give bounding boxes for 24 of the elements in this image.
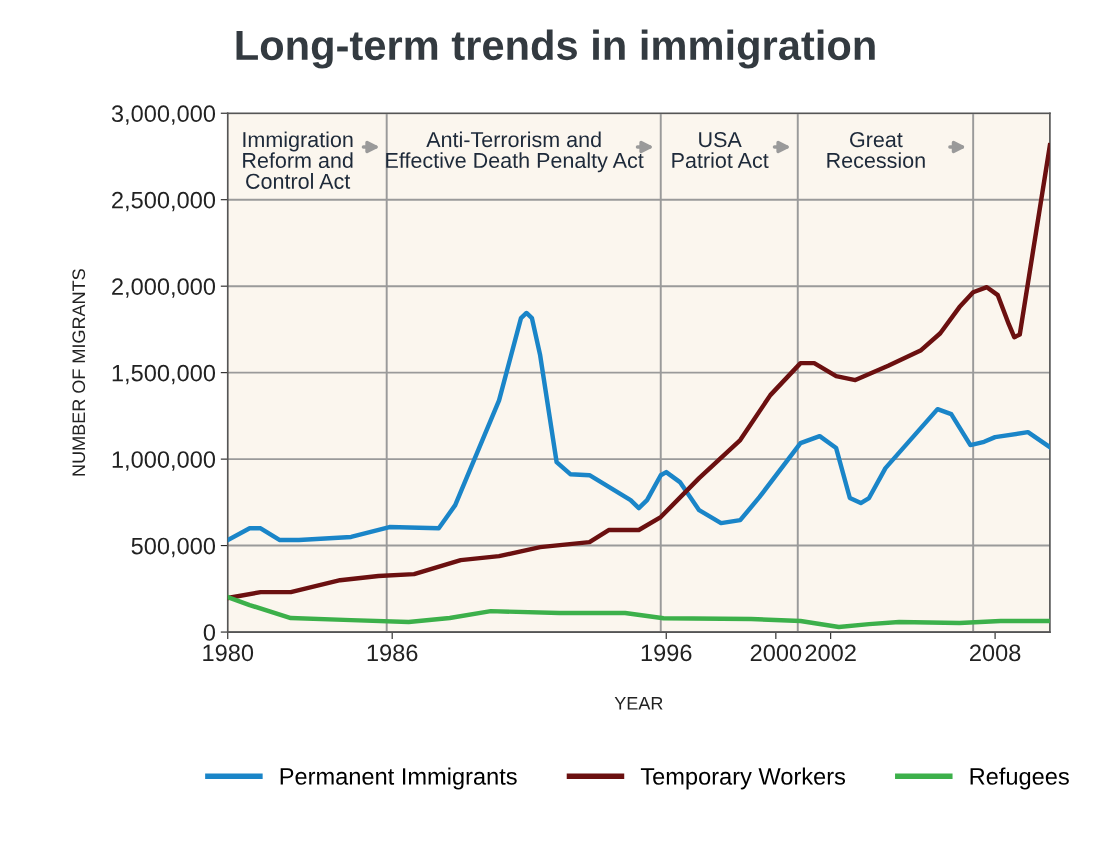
annotation: Immigration Reform and Control Act (243, 131, 353, 189)
x-tick-label: 2002 (805, 644, 856, 662)
legend-label: Temporary Workers (640, 767, 846, 790)
annotation: Anti-Terrorism and Effective Death Penalty Act (386, 131, 644, 173)
x-tick-label: 2008 (970, 644, 1021, 662)
y-axis-title: NUMBER OF MIGRANTS (72, 269, 86, 476)
line-series (227, 310, 1050, 543)
legend-label: Refugees (970, 767, 1069, 790)
y-tick-label: 2,000,000 (112, 278, 216, 298)
x-tick-label: 1996 (641, 644, 692, 662)
y-tick-label: 1,000,000 (112, 451, 216, 471)
y-tick-label: 0 (203, 624, 216, 641)
chart-title: Long-term trends in immigration (236, 29, 875, 69)
x-tick-label: 1980 (203, 644, 254, 662)
x-axis-title: YEAR (614, 697, 663, 710)
y-tick-label: 500,000 (131, 537, 216, 558)
x-tick-label: 2000 (750, 644, 802, 662)
annotation: USA Patriot Act (672, 131, 769, 169)
y-tick-label: 3,000,000 (111, 105, 216, 125)
legend-label: Permanent Immigrants (280, 767, 517, 790)
x-tick-label: 1986 (367, 644, 418, 662)
annotation: Great Recession (827, 131, 925, 169)
y-tick-label: 2,500,000 (112, 191, 216, 212)
y-tick-label: 1,500,000 (112, 364, 216, 385)
